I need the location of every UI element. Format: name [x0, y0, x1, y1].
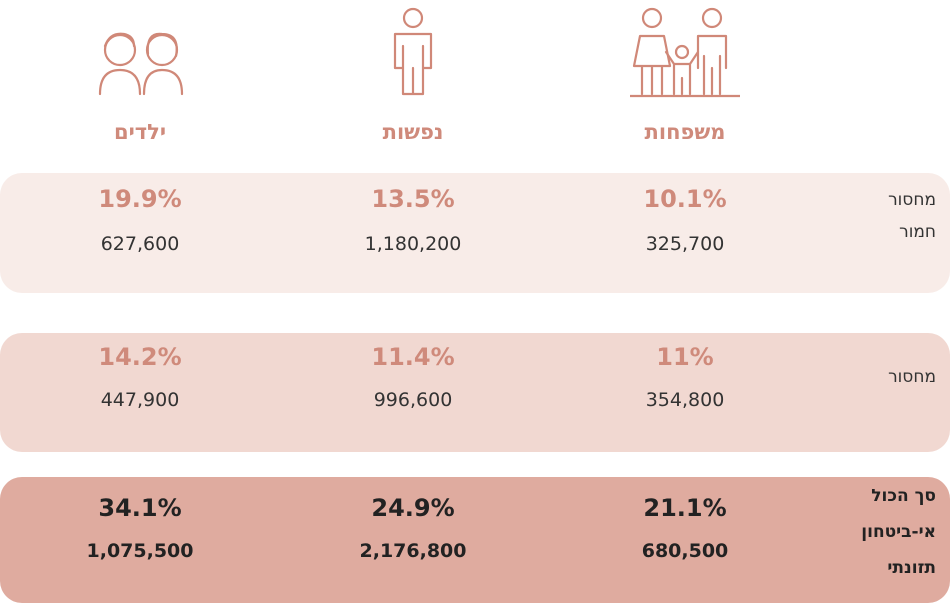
row-label: חמור: [899, 222, 936, 242]
row-label: אי-ביטחון: [861, 522, 936, 542]
count: 996,600: [373, 389, 453, 411]
family-icon: [630, 7, 740, 98]
row-label: מחסור: [888, 367, 936, 387]
percent: 19.9%: [98, 185, 182, 213]
count: 2,176,800: [359, 540, 467, 562]
row-label: סך הכול: [871, 486, 936, 506]
column-header: משפחות: [644, 120, 726, 144]
percent: 21.1%: [643, 494, 727, 522]
count: 627,600: [100, 233, 180, 255]
count: 325,700: [645, 233, 725, 255]
percent: 10.1%: [643, 185, 727, 213]
row: מחסור 11% 354,800 11.4% 996,600 14.2% 447,900: [0, 333, 950, 452]
percent: 24.9%: [371, 494, 455, 522]
row: מחסור חמור 10.1% 325,700 13.5% 1,180,200 19.9%…: [0, 173, 950, 293]
count: 680,500: [641, 540, 729, 562]
count: 1,180,200: [364, 233, 462, 255]
row-label: תזונתי: [887, 558, 936, 578]
row-label: מחסור: [888, 190, 936, 210]
percent: 34.1%: [98, 494, 182, 522]
column-header: ילדים: [113, 120, 167, 144]
percent: 11.4%: [371, 343, 455, 371]
column-header: נפשות: [382, 120, 444, 144]
percent: 13.5%: [371, 185, 455, 213]
row: סך הכול אי-ביטחון תזונתי 21.1% 680,500 24.9% 2…: [0, 477, 950, 603]
count: 447,900: [100, 389, 180, 411]
count: 1,075,500: [86, 540, 194, 562]
percent: 14.2%: [98, 343, 182, 371]
percent: 11%: [656, 343, 714, 371]
person-icon: [393, 7, 433, 96]
count: 354,800: [645, 389, 725, 411]
children-icon: [98, 32, 184, 96]
